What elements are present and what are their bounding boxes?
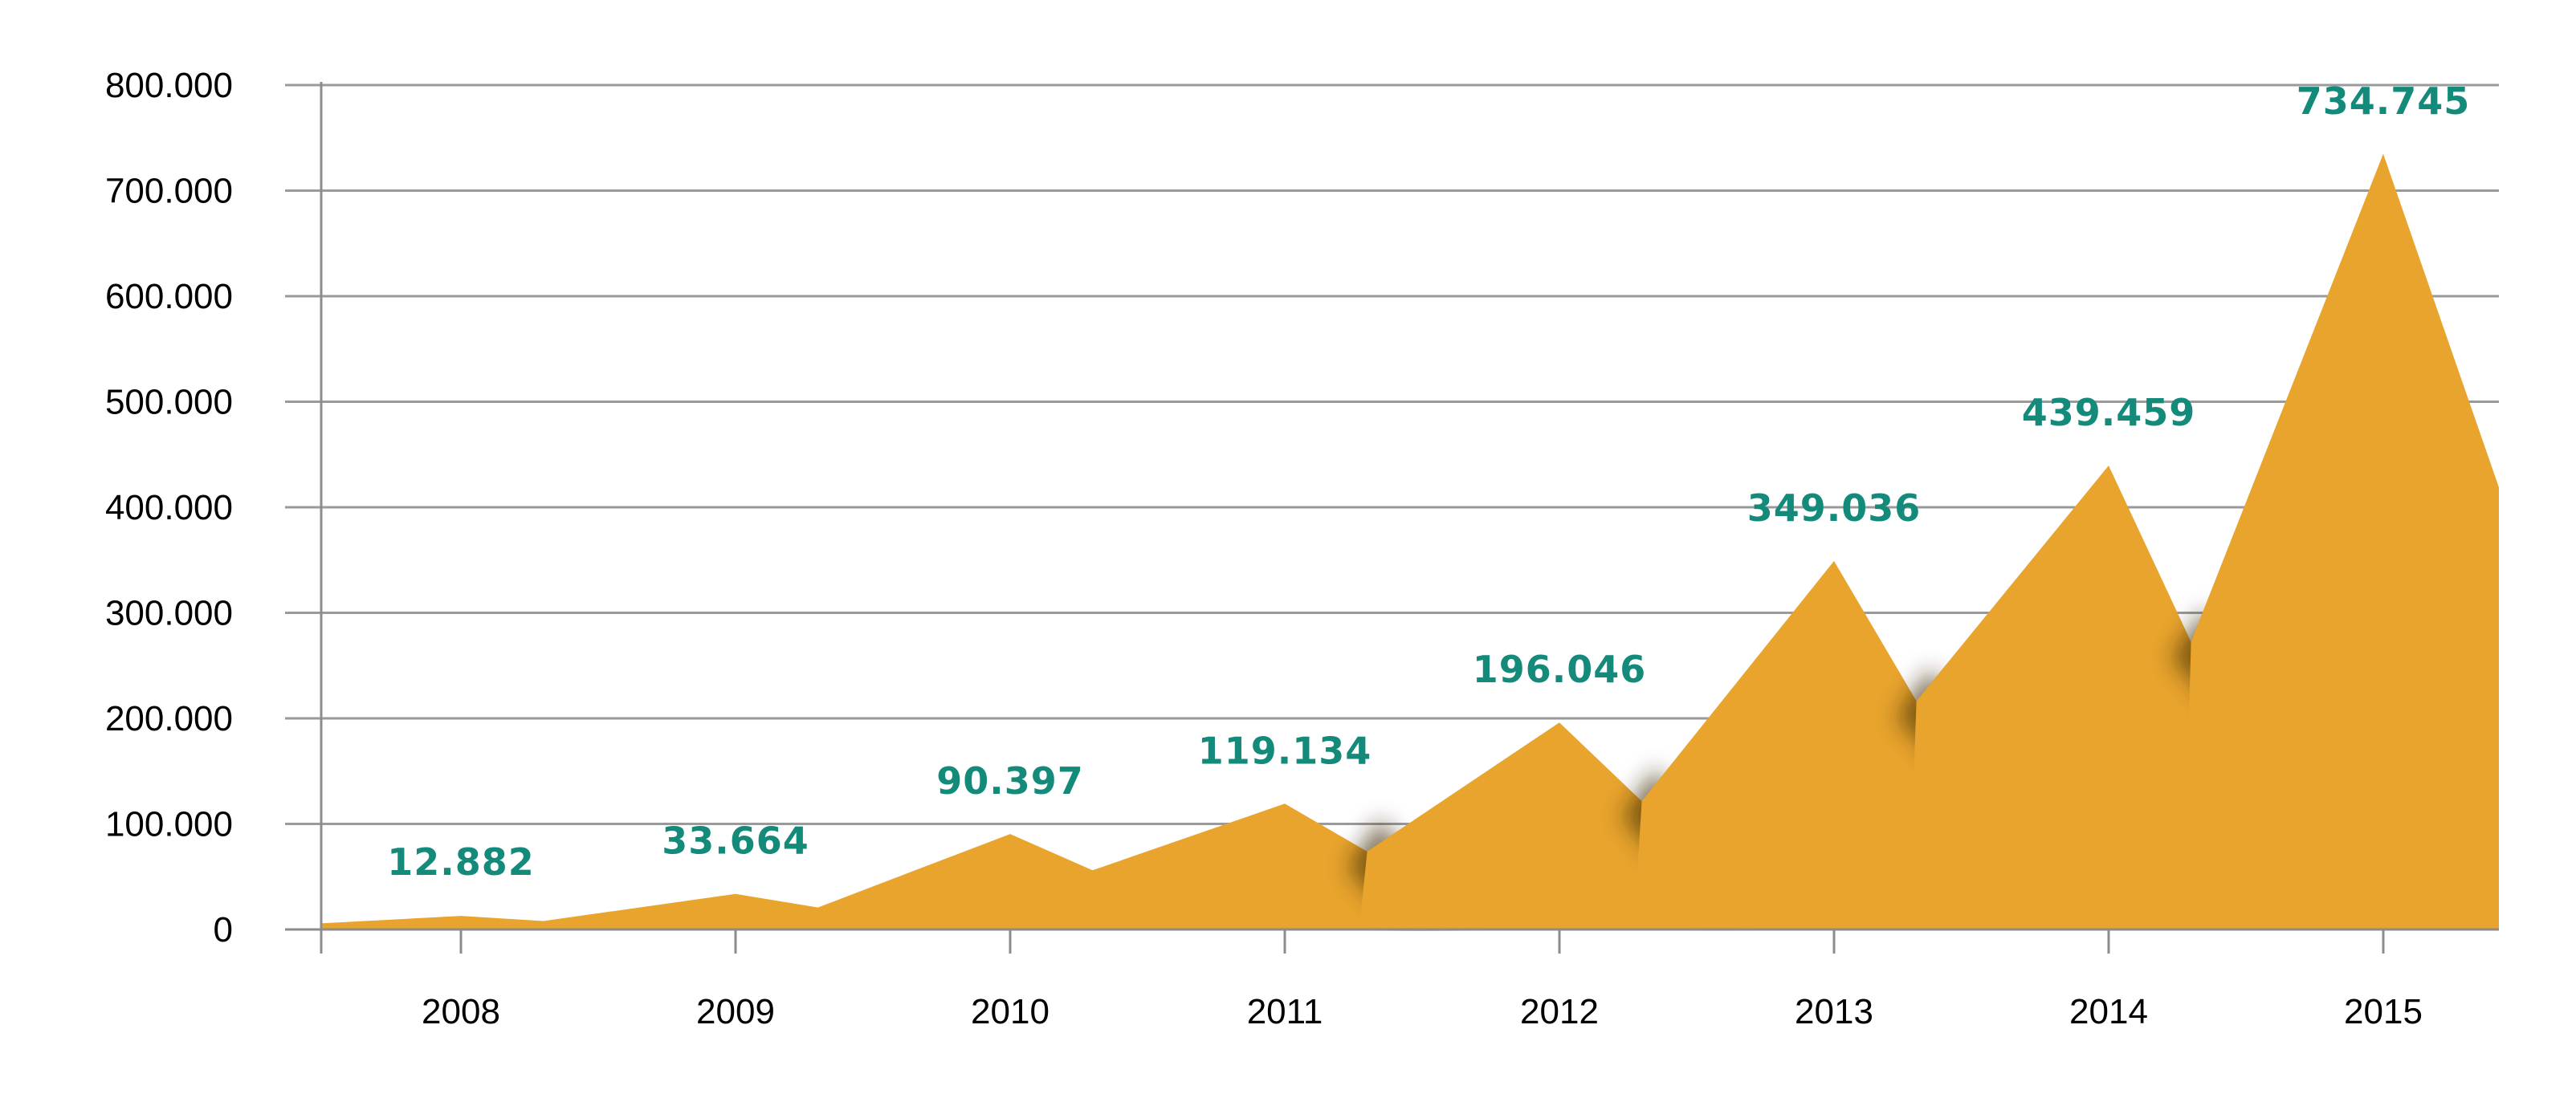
data-label-2014: 439.459 bbox=[2022, 391, 2196, 434]
peak-face-4 bbox=[1359, 722, 1559, 929]
data-labels: 12.882 33.664 90.397 119.134 196.046 349.036 4… bbox=[387, 79, 2471, 884]
y-axis-tick-labels: 0 100.000 200.000 300.000 400.000 500.000 600.… bbox=[105, 66, 233, 950]
x-tick-label-2012: 2012 bbox=[1520, 992, 1599, 1031]
data-label-2008: 12.882 bbox=[387, 840, 535, 884]
data-label-2012: 196.046 bbox=[1473, 648, 1647, 691]
area-fill bbox=[321, 153, 2499, 930]
gridlines bbox=[285, 83, 2499, 825]
data-label-2013: 349.036 bbox=[1747, 486, 1922, 530]
y-tick-label-5: 500.000 bbox=[105, 383, 233, 422]
x-tick-label-2015: 2015 bbox=[2344, 992, 2423, 1031]
axes bbox=[285, 82, 2499, 954]
area-series bbox=[321, 153, 2499, 931]
x-tick-label-2008: 2008 bbox=[422, 992, 500, 1031]
peak-face-5 bbox=[1633, 561, 1834, 929]
data-label-2009: 33.664 bbox=[662, 819, 809, 863]
y-tick-label-1: 100.000 bbox=[105, 805, 233, 844]
y-tick-label-2: 200.000 bbox=[105, 699, 233, 738]
peak-face-6 bbox=[1908, 466, 2109, 929]
x-tick-label-2009: 2009 bbox=[696, 992, 775, 1031]
x-tick-label-2014: 2014 bbox=[2069, 992, 2148, 1031]
x-tick-label-2013: 2013 bbox=[1795, 992, 1873, 1031]
peak-face-7 bbox=[2183, 153, 2383, 930]
y-tick-label-7: 700.000 bbox=[105, 172, 233, 211]
y-tick-label-8: 800.000 bbox=[105, 66, 233, 105]
x-tick-label-2011: 2011 bbox=[1247, 992, 1323, 1031]
data-label-2015: 734.745 bbox=[2297, 79, 2471, 123]
y-tick-label-0: 0 bbox=[214, 910, 233, 950]
x-tick-label-2010: 2010 bbox=[971, 992, 1050, 1031]
y-tick-label-6: 600.000 bbox=[105, 277, 233, 316]
data-label-2010: 90.397 bbox=[936, 759, 1084, 803]
data-label-2011: 119.134 bbox=[1198, 729, 1372, 772]
y-tick-label-3: 300.000 bbox=[105, 594, 233, 633]
y-tick-label-4: 400.000 bbox=[105, 488, 233, 527]
x-axis-tick-labels: 2008 2009 2010 2011 2012 2013 2014 2015 bbox=[422, 992, 2423, 1031]
